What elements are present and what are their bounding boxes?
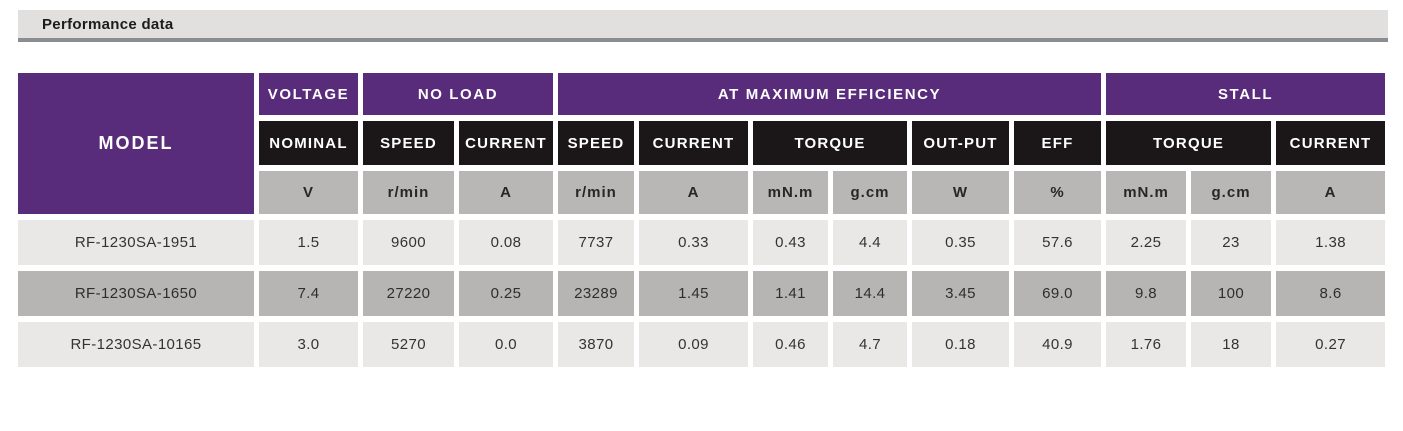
subheader-stall-current: CURRENT <box>1276 121 1386 165</box>
table-cell: 0.35 <box>912 220 1009 265</box>
model-cell: RF-1230SA-1951 <box>18 220 254 265</box>
unit-gcm-maxeff: g.cm <box>833 171 907 214</box>
table-row: RF-1230SA-1951 1.5 9600 0.08 7737 0.33 0… <box>18 220 1386 265</box>
table-cell: 1.76 <box>1106 322 1187 367</box>
table-cell: 40.9 <box>1014 322 1102 367</box>
table-cell: 3.0 <box>259 322 358 367</box>
group-header-no-load: NO LOAD <box>363 73 553 115</box>
table-cell: 9600 <box>363 220 454 265</box>
table-cell: 1.38 <box>1276 220 1386 265</box>
table-cell: 27220 <box>363 271 454 316</box>
unit-amps-maxeff: A <box>639 171 748 214</box>
group-header-row: MODEL VOLTAGE NO LOAD AT MAXIMUM EFFICIE… <box>18 73 1386 214</box>
table-row: RF-1230SA-10165 3.0 5270 0.0 3870 0.09 0… <box>18 322 1386 367</box>
group-header-voltage: VOLTAGE <box>259 73 358 115</box>
table-cell: 0.33 <box>639 220 748 265</box>
subheader-output: OUT-PUT <box>912 121 1009 165</box>
table-cell: 7.4 <box>259 271 358 316</box>
table-cell: 100 <box>1191 271 1272 316</box>
table-cell: 2.25 <box>1106 220 1187 265</box>
table-cell: 0.08 <box>459 220 553 265</box>
subheader-stall-torque: TORQUE <box>1106 121 1272 165</box>
model-cell: RF-1230SA-1650 <box>18 271 254 316</box>
table-cell: 0.46 <box>753 322 828 367</box>
table-row: RF-1230SA-1650 7.4 27220 0.25 23289 1.45… <box>18 271 1386 316</box>
unit-volts: V <box>259 171 358 214</box>
table-cell: 3.45 <box>912 271 1009 316</box>
model-cell: RF-1230SA-10165 <box>18 322 254 367</box>
subheader-row: NOMINAL SPEED CURRENT SPEED CURRENT TORQ… <box>18 121 1386 165</box>
unit-watts: W <box>912 171 1009 214</box>
table-cell: 9.8 <box>1106 271 1187 316</box>
table-cell: 5270 <box>363 322 454 367</box>
subheader-noload-speed: SPEED <box>363 121 454 165</box>
performance-table: MODEL VOLTAGE NO LOAD AT MAXIMUM EFFICIE… <box>13 67 1390 373</box>
model-column-header: MODEL <box>18 73 254 214</box>
table-cell: 69.0 <box>1014 271 1102 316</box>
subheader-eff: EFF <box>1014 121 1102 165</box>
table-cell: 8.6 <box>1276 271 1386 316</box>
subheader-nominal: NOMINAL <box>259 121 358 165</box>
subheader-maxeff-torque: TORQUE <box>753 121 907 165</box>
table-cell: 0.25 <box>459 271 553 316</box>
table-cell: 0.0 <box>459 322 553 367</box>
unit-gcm-stall: g.cm <box>1191 171 1272 214</box>
subheader-maxeff-current: CURRENT <box>639 121 748 165</box>
unit-percent: % <box>1014 171 1102 214</box>
group-header-stall: STALL <box>1106 73 1386 115</box>
table-cell: 23289 <box>558 271 634 316</box>
table-cell: 18 <box>1191 322 1272 367</box>
table-cell: 57.6 <box>1014 220 1102 265</box>
table-cell: 0.18 <box>912 322 1009 367</box>
subheader-noload-current: CURRENT <box>459 121 553 165</box>
table-cell: 0.43 <box>753 220 828 265</box>
unit-mnm-stall: mN.m <box>1106 171 1187 214</box>
page-title: Performance data <box>42 15 174 33</box>
table-cell: 3870 <box>558 322 634 367</box>
table-cell: 1.45 <box>639 271 748 316</box>
table-cell: 1.41 <box>753 271 828 316</box>
table-cell: 23 <box>1191 220 1272 265</box>
unit-rpm-maxeff: r/min <box>558 171 634 214</box>
subheader-maxeff-speed: SPEED <box>558 121 634 165</box>
table-cell: 0.27 <box>1276 322 1386 367</box>
table-cell: 4.7 <box>833 322 907 367</box>
group-header-at-maximum-efficiency: AT MAXIMUM EFFICIENCY <box>558 73 1102 115</box>
table-cell: 4.4 <box>833 220 907 265</box>
unit-amps-stall: A <box>1276 171 1386 214</box>
table-cell: 0.09 <box>639 322 748 367</box>
unit-amps-noload: A <box>459 171 553 214</box>
table-cell: 14.4 <box>833 271 907 316</box>
table-cell: 1.5 <box>259 220 358 265</box>
table-cell: 7737 <box>558 220 634 265</box>
section-header-bar: Performance data <box>18 10 1388 42</box>
unit-row: V r/min A r/min A mN.m g.cm W % mN.m g.c… <box>18 171 1386 214</box>
unit-rpm-noload: r/min <box>363 171 454 214</box>
unit-mnm-maxeff: mN.m <box>753 171 828 214</box>
